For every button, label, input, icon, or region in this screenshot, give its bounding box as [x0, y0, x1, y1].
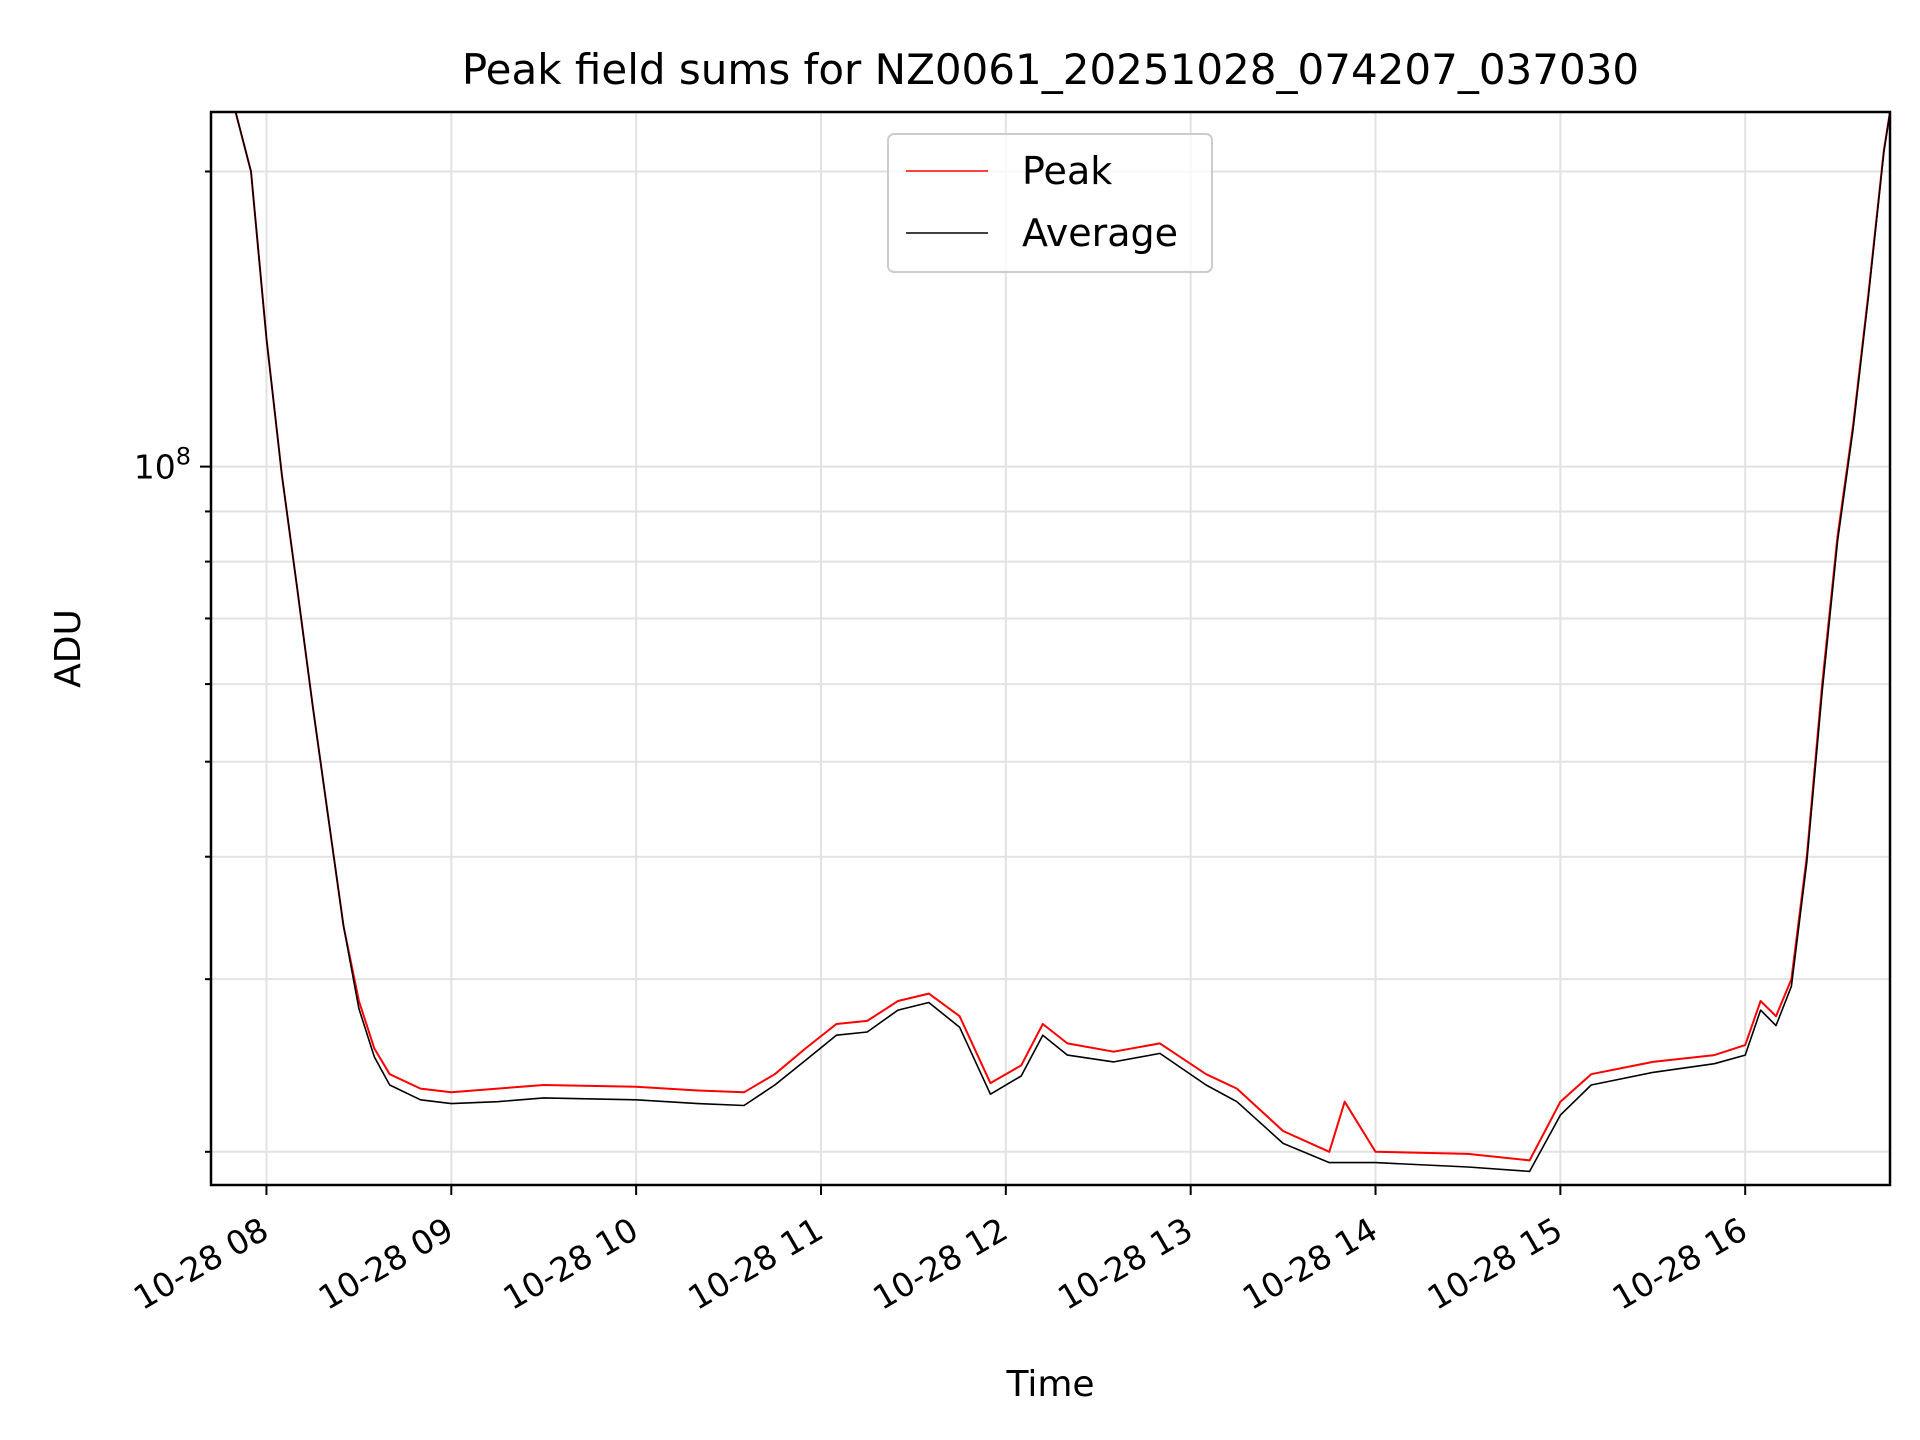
x-axis-label: Time	[1005, 1364, 1094, 1405]
y-tick-label: 108	[134, 443, 191, 487]
legend-label-peak: Peak	[1022, 149, 1112, 193]
plot-area	[234, 111, 1891, 1173]
legend: Peak Average	[887, 133, 1213, 273]
legend-box	[887, 133, 1213, 273]
grid	[211, 112, 1890, 1185]
axes-frame	[209, 110, 1892, 1187]
series-line-peak	[234, 111, 1891, 1162]
series-line-average	[234, 111, 1891, 1173]
chart-title: Peak field sums for NZ0061_20251028_0742…	[462, 45, 1639, 94]
legend-label-average: Average	[1022, 211, 1178, 255]
y-axis-label: ADU	[48, 609, 89, 688]
